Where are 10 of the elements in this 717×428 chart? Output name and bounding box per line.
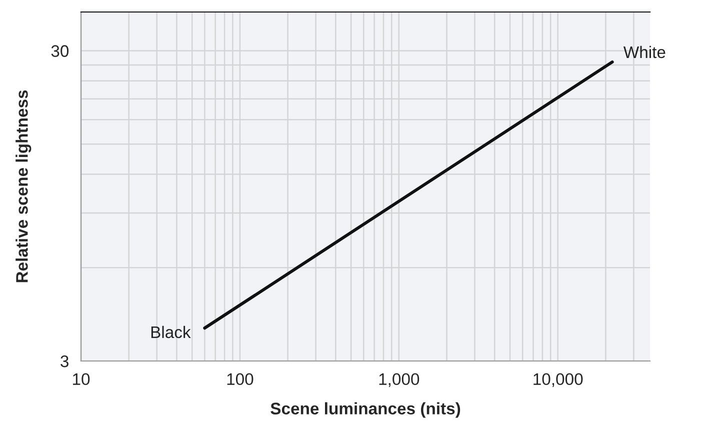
- x-tick-label: 10: [73, 373, 90, 386]
- annotation: Black: [151, 326, 191, 338]
- annotation: White: [623, 46, 666, 58]
- x-tick-label: 100: [227, 373, 254, 386]
- y-axis-title: Relative scene lightness: [16, 90, 32, 282]
- y-tick-label: 3: [60, 355, 68, 368]
- x-tick-label: 10,000: [534, 373, 583, 388]
- y-tick-label: 30: [51, 45, 69, 57]
- x-tick-label: 1,000: [379, 373, 420, 388]
- x-axis-title: Scene luminances (nits): [270, 402, 460, 418]
